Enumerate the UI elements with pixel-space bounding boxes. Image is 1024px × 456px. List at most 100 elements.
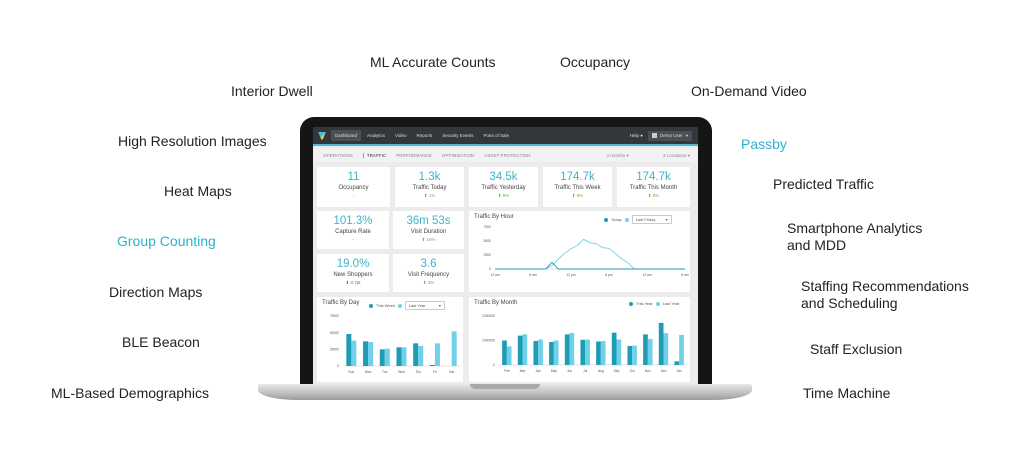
bar-last-year xyxy=(663,333,669,365)
kpi-change-value: 16% xyxy=(426,237,436,242)
kpi-change-value: 8% xyxy=(576,193,584,198)
y-tick-label: 50000 xyxy=(330,331,339,335)
period-value: 3 months xyxy=(606,152,626,158)
kpi-change: ⬆ 3% xyxy=(422,280,435,285)
y-tick-label: 0 xyxy=(489,267,491,271)
bar-this-year xyxy=(502,340,507,365)
kpi-change-value: 3% xyxy=(427,280,435,285)
bar-this-week xyxy=(429,365,435,366)
period-select[interactable]: 3 months ▾ xyxy=(606,152,629,158)
kpi-label: Traffic Today xyxy=(412,185,447,191)
traffic-by-day-panel: Traffic By Day This Week Last Year ▾ 75000… xyxy=(317,297,463,382)
traffic-by-month-chart: 2000000 1000000 0 Feb Mar Apr May Jun Jul Aug Sep O… xyxy=(482,314,687,373)
kpi-card: 101.3% Capture Rate - xyxy=(317,211,389,249)
kpi-label: Traffic This Week xyxy=(554,185,601,191)
bar-last-year xyxy=(538,339,543,365)
nav-security-events[interactable]: Security Events xyxy=(442,133,474,138)
chart-legend: This Week Last Year ▾ xyxy=(369,301,445,310)
bar-this-year xyxy=(611,332,617,365)
bar-this-week xyxy=(379,349,385,366)
feature-staff-exclusion: Staff Exclusion xyxy=(810,341,903,357)
y-tick-label: 2000000 xyxy=(482,314,495,318)
kpi-value: 174.7k xyxy=(636,171,671,183)
x-tick-label: 6 am xyxy=(681,273,689,277)
x-tick-label: Jul xyxy=(583,369,587,373)
kpi-value: 101.3% xyxy=(333,215,373,227)
bar-this-year xyxy=(596,341,601,365)
locations-value: 3 Locations xyxy=(662,152,687,158)
bar-last-year xyxy=(351,340,357,366)
kpi-change-value: 8% xyxy=(652,193,660,198)
tab-performance[interactable]: PERFORMANCE xyxy=(396,153,432,158)
feature-group-counting: Group Counting xyxy=(117,233,216,249)
chart-legend: Today Last Friday ▾ xyxy=(604,215,672,224)
help-icon: ● xyxy=(640,133,643,138)
nav-point-of-sale[interactable]: Point of Sale xyxy=(483,133,510,138)
traffic-by-month-panel: Traffic By Month This Year Last Year 2000… xyxy=(469,297,690,382)
x-tick-label: Tue xyxy=(382,370,388,374)
x-tick-label: Fri xyxy=(433,370,437,374)
feature-line: Staffing Recommendations xyxy=(801,278,969,294)
x-tick-label: Mon xyxy=(365,370,372,374)
line-last-friday xyxy=(495,238,685,270)
legend-this-year: This Year xyxy=(636,301,653,306)
user-menu[interactable]: Demo User ▾ xyxy=(647,130,692,141)
bar-this-year xyxy=(564,334,570,365)
legend-today: Today xyxy=(611,217,622,222)
bar-last-year xyxy=(368,342,374,366)
nav-reports[interactable]: Reports xyxy=(416,133,433,138)
feature-ble-beacon: BLE Beacon xyxy=(122,334,200,350)
kpi-change: - xyxy=(317,192,390,199)
x-tick-label: 6 am xyxy=(529,273,537,277)
y-tick-label: 1000000 xyxy=(482,339,495,343)
chevron-down-icon: ▾ xyxy=(685,132,688,138)
bar-last-year xyxy=(600,340,606,365)
kpi-label: Traffic This Month xyxy=(629,185,678,191)
locations-select[interactable]: 3 Locations ▾ xyxy=(662,152,690,158)
kpi-label: Visit Frequency xyxy=(407,272,450,278)
kpi-card: 36m 53s Visit Duration ⬆ 16% xyxy=(393,211,464,249)
bar-this-year xyxy=(674,361,680,365)
logo-icon xyxy=(318,131,326,140)
tab-asset-protection[interactable]: ASSET PROTECTION xyxy=(484,153,531,158)
kpi-value: 1.3k xyxy=(418,171,441,183)
bar-this-week xyxy=(413,343,419,366)
bar-last-year xyxy=(451,331,457,366)
kpi-label: Capture Rate xyxy=(335,229,371,235)
x-tick-label: 12 pm xyxy=(566,273,575,277)
tab-traffic[interactable]: TRAFFIC xyxy=(362,153,386,158)
feature-occupancy: Occupancy xyxy=(560,54,631,70)
help-link[interactable]: Help ● xyxy=(630,133,643,138)
legend-last-year: Last Year xyxy=(662,301,680,306)
bar-this-week xyxy=(346,334,352,366)
tab-optimization[interactable]: OPTIMIZATION xyxy=(441,153,475,158)
kpi-value: 34.5k xyxy=(489,171,518,183)
feature-ml-demographics: ML-Based Demographics xyxy=(51,385,209,401)
traffic-by-hour-chart: 7500 5000 2500 0 12 am 6 am 12 pm 6 pm 12 am 6 am xyxy=(484,225,689,277)
y-tick-label: 5000 xyxy=(484,239,492,243)
bar-last-year xyxy=(569,332,575,365)
nav-dashboard[interactable]: Dashboard xyxy=(331,130,362,141)
compare-select[interactable]: Last Friday ▾ xyxy=(631,215,672,224)
bar-this-week xyxy=(363,341,369,366)
traffic-by-hour-panel: Traffic By Hour Today Last Friday ▾ 7500 50… xyxy=(469,211,690,292)
nav-analytics[interactable]: Analytics xyxy=(367,133,386,138)
feature-line: and MDD xyxy=(787,237,847,253)
x-tick-label: 12 am xyxy=(490,273,499,277)
user-name: Demo User xyxy=(659,133,683,138)
panel-title: Traffic By Month xyxy=(474,300,518,306)
legend-dot xyxy=(655,301,660,306)
compare-value: Last Year xyxy=(408,303,426,308)
compare-select[interactable]: Last Year ▾ xyxy=(404,301,445,310)
kpi-card: 34.5k Traffic Yesterday ⬆ 9% xyxy=(469,167,538,207)
x-tick-label: Jun xyxy=(567,369,572,373)
bar-this-year xyxy=(580,339,586,365)
x-tick-label: Dec xyxy=(661,369,667,373)
compare-value: Last Friday xyxy=(635,217,656,222)
kpi-change-value: 1% xyxy=(428,193,436,198)
y-tick-label: 2500 xyxy=(484,253,492,257)
nav-video[interactable]: Video xyxy=(395,133,407,138)
tab-operations[interactable]: OPERATIONS xyxy=(323,153,353,158)
x-tick-label: Nov xyxy=(645,369,651,373)
kpi-change: ⬆ 8% xyxy=(647,193,660,198)
